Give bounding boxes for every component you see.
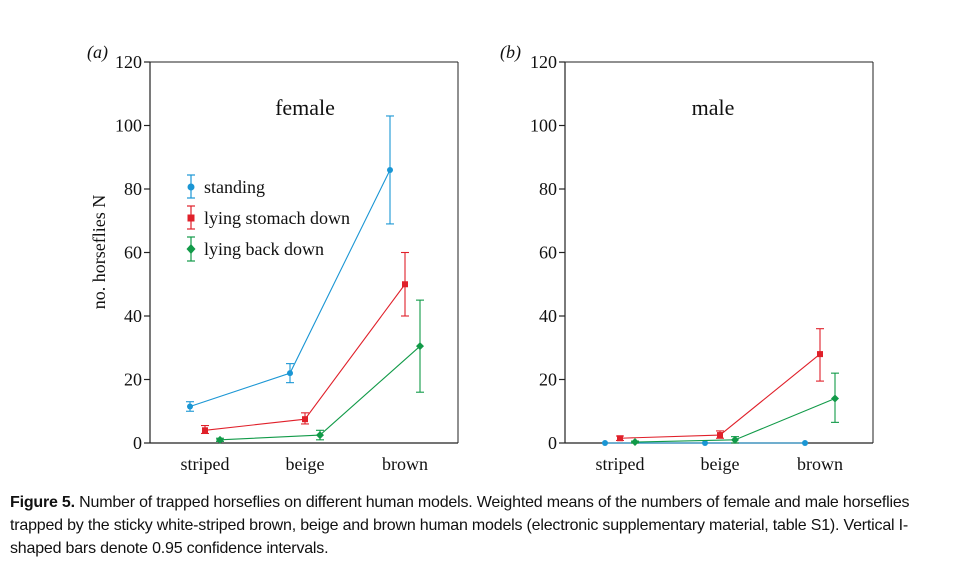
panel-b-point-lying-stomach-down [717,432,723,439]
panel-a-x-tick-label: brown [382,454,428,474]
panel-a-point-standing [187,403,193,410]
panel-b-x-tick-label: brown [797,454,843,474]
panel-a-x-tick-label: striped [181,454,230,474]
panel-b-y-tick-label: 120 [530,52,557,72]
figure-caption: Figure 5. Number of trapped horseflies o… [10,491,955,560]
panel-b-point-standing [602,440,608,446]
panel-a-y-axis-label: no. horseflies N [89,195,109,309]
panel-b-letter: (b) [500,42,521,63]
panel-b-point-lying-back-down [731,435,739,444]
panel-a-plot: 0 20 40 60 80 100 120 striped beige brown [115,52,459,474]
panel-b-point-standing [802,440,808,446]
figure-chart: (a) female no. horseflies N (b) male sta… [87,42,874,474]
panel-a-point-lying-stomach-down [402,281,408,288]
panel-b-y-tick-label: 20 [539,370,557,390]
panel-b-line-lying-back-down [634,398,836,443]
legend-marker-lying-stomach-down [187,214,195,222]
panel-b-x-tick-label: beige [701,454,740,474]
panel-a-y-tick-label: 120 [115,52,142,72]
panel-a-y-tick-label: 20 [124,370,142,390]
legend-item-lying-stomach-down: lying stomach down [187,205,350,230]
panel-a-y-tick-label: 0 [133,433,142,453]
panel-b-point-lying-stomach-down [817,351,823,358]
legend-label-standing: standing [204,177,265,197]
panel-b-y-tick-label: 60 [539,243,557,263]
panel-a-line-lying-stomach-down [204,283,406,431]
caption-text: Number of trapped horseflies on differen… [10,494,910,557]
panel-b-point-standing [702,440,708,446]
panel-b-x-tick-label: striped [596,454,645,474]
panel-b-plot: 0 20 40 60 80 100 120 striped beige brown [530,52,874,474]
panel-a-point-lying-stomach-down [202,427,208,434]
panel-a-point-lying-back-down [316,431,324,440]
panel-a-y-tick-label: 100 [115,116,142,136]
legend-label-lying-back-down: lying back down [204,239,324,259]
caption-label: Figure 5. [10,494,75,511]
panel-b-y-tick-label: 0 [548,433,557,453]
legend: standing lying stomach down lying back d… [186,174,350,262]
panel-b-point-lying-stomach-down [617,435,623,442]
panel-a-point-standing [387,166,393,173]
panel-b-y-tick-label: 40 [539,306,557,326]
panel-a-point-standing [287,370,293,377]
legend-item-lying-back-down: lying back down [186,236,324,262]
panel-b-point-lying-back-down [631,438,639,447]
panel-a-x-tick-label: beige [286,454,325,474]
panel-a-point-lying-back-down [216,435,224,444]
legend-marker-standing [187,183,195,191]
panel-a-point-lying-back-down [416,342,424,351]
panel-b-line-lying-stomach-down [619,353,821,439]
panel-b-point-lying-back-down [831,394,839,403]
legend-marker-lying-back-down [186,244,196,254]
panel-b-y-tick-label: 100 [530,116,557,136]
panel-a-y-tick-label: 80 [124,179,142,199]
panel-a-title: female [275,95,335,120]
panel-a-letter: (a) [87,42,108,63]
panel-b-title: male [692,95,735,120]
panel-a-y-tick-label: 60 [124,243,142,263]
legend-item-standing: standing [187,174,265,199]
panel-a-point-lying-stomach-down [302,416,308,423]
legend-label-lying-stomach-down: lying stomach down [204,208,350,228]
panel-a-y-tick-label: 40 [124,306,142,326]
panel-b-y-tick-label: 80 [539,179,557,199]
